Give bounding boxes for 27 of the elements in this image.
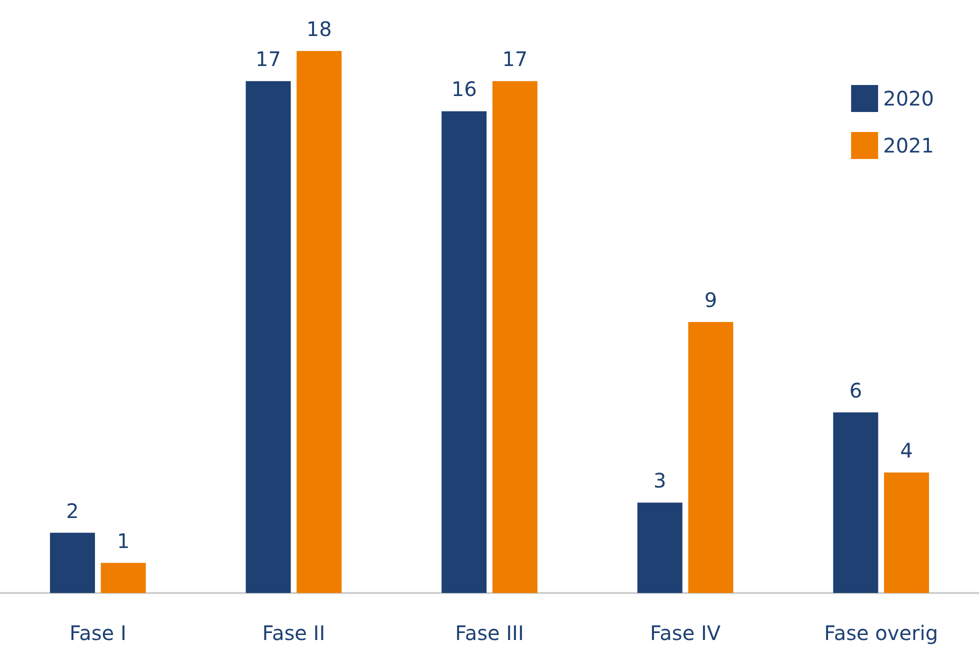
- data-label: 17: [256, 47, 281, 72]
- bar: [50, 532, 95, 593]
- data-label: 2: [66, 498, 79, 523]
- data-label: 9: [704, 288, 718, 312]
- x-tick-label: Fase III: [455, 621, 524, 645]
- bar: [296, 51, 342, 593]
- bar: [492, 81, 538, 593]
- data-label: 16: [451, 77, 477, 102]
- bar: [833, 412, 878, 593]
- data-label: 17: [502, 47, 528, 72]
- x-tick-label: Fase overig: [824, 621, 938, 645]
- x-tick-label: Fase II: [262, 621, 326, 645]
- data-label: 4: [900, 438, 913, 463]
- data-label: 18: [306, 17, 332, 41]
- bar: [637, 502, 682, 593]
- data-label: 3: [654, 468, 666, 493]
- x-tick-label: Fase I: [69, 621, 126, 645]
- bar: [688, 322, 734, 593]
- data-label: 1: [116, 528, 130, 553]
- bar: [884, 472, 930, 593]
- legend-label: 2020: [883, 86, 934, 110]
- bar: [100, 562, 146, 593]
- bar: [442, 111, 487, 593]
- bar: [246, 81, 291, 593]
- data-label: 6: [849, 378, 862, 402]
- legend-label: 2021: [883, 134, 934, 158]
- x-tick-label: Fase IV: [650, 621, 721, 645]
